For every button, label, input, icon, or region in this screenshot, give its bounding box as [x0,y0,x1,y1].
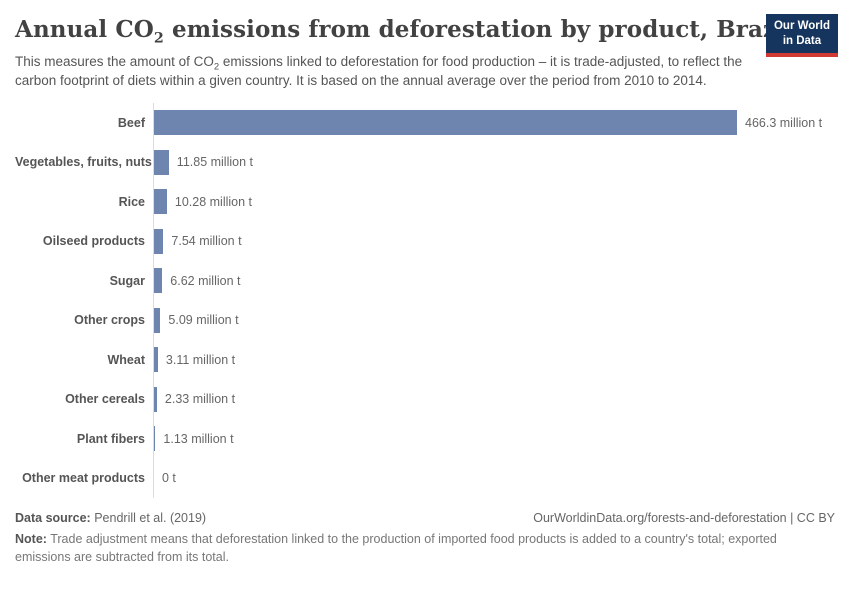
footer-note: Note: Trade adjustment means that defore… [15,531,835,567]
logo-text-line1: Our World [773,20,830,32]
chart-row: Beef 466.3 million t [15,102,835,143]
page-subtitle: This measures the amount of CO2 emission… [15,52,757,90]
chart-row: Vegetables, fruits, nuts 11.85 million t [15,142,835,182]
category-label: Other meat products [22,471,145,486]
owid-logo: Our World in Data [765,14,838,57]
chart-row: Sugar 6.62 million t [15,260,835,301]
footer-link[interactable]: OurWorldinData.org/forests-and-deforesta… [533,510,835,525]
bar-oilseed-products[interactable] [154,228,164,254]
value-label: 0 t [162,471,176,486]
chart-rows: Beef 466.3 million t Vegetables, fruits, n… [15,102,835,498]
value-label: 6.62 million t [170,273,241,288]
chart-row: Other crops 5.09 million t [15,300,835,340]
bar-area: 1.13 million t [153,418,835,459]
bar-other-cereals[interactable] [154,386,157,412]
bar-chart: Beef 466.3 million t Vegetables, fruits, n… [15,102,835,498]
category-label: Beef [117,115,145,130]
bar-wheat[interactable] [154,347,158,373]
bar-area: 10.28 million t [153,181,835,222]
category-label: Oilseed products [42,234,145,249]
data-source-value: Pendrill et al. (2019) [90,510,207,525]
bar-vegetables-fruits-nuts[interactable] [154,149,169,175]
bar-beef[interactable] [154,110,737,136]
chart-row: Other meat products 0 t [15,458,835,498]
bar-area: 7.54 million t [153,221,835,261]
page-title: Annual CO2 emissions from deforestation … [15,16,835,47]
value-label: 3.11 million t [165,352,236,367]
footer-top-row: Data source: Pendrill et al. (2019) OurW… [15,511,835,525]
value-label: 5.09 million t [168,313,239,328]
chart-row: Rice 10.28 million t [15,181,835,222]
value-label: 11.85 million t [176,155,253,170]
bar-plant-fibers[interactable] [154,426,156,452]
bar-area: 6.62 million t [153,260,835,301]
bar-area: 466.3 million t [153,102,835,143]
category-label: Sugar [109,273,145,288]
value-label: 7.54 million t [171,234,242,249]
bar-area: 0 t [153,458,835,498]
category-label: Rice [118,194,145,209]
value-label: 2.33 million t [164,392,236,407]
title-text: Annual CO [15,16,154,43]
category-label: Other cereals [65,392,145,407]
logo-text-line2: in Data [782,34,822,47]
chart-row: Oilseed products 7.54 million t [15,221,835,261]
value-label: 10.28 million t [174,194,253,209]
note-label: Note: [15,531,47,546]
value-label: 1.13 million t [163,431,234,446]
value-label: 466.3 million t [745,115,823,130]
bar-area: 3.11 million t [153,339,835,380]
subtitle-subscript: 2 [213,61,220,73]
title-subscript: 2 [153,30,164,47]
category-label: Other crops [74,313,145,328]
note-text: Trade adjustment means that deforestatio… [15,531,777,564]
bar-rice[interactable] [154,189,167,215]
chart-row: Plant fibers 1.13 million t [15,418,835,459]
bar-area: 2.33 million t [153,379,835,419]
footer: Data source: Pendrill et al. (2019) OurW… [15,511,835,567]
chart-row: Wheat 3.11 million t [15,339,835,380]
data-source-label: Data source: [15,510,91,525]
bar-area: 11.85 million t [153,142,835,182]
chart-row: Other cereals 2.33 million t [15,379,835,419]
data-source: Data source: Pendrill et al. (2019) [15,511,206,525]
subtitle-text: This measures the amount of CO [15,53,214,69]
category-label: Plant fibers [76,431,145,446]
subtitle-text-cont: emissions linked to deforestation for fo… [15,53,743,88]
bar-area: 5.09 million t [153,300,835,340]
title-text-cont: emissions from deforestation by product,… [163,16,794,43]
category-label: Vegetables, fruits, nuts [15,155,152,170]
category-label: Wheat [107,352,146,367]
bar-sugar[interactable] [154,268,163,294]
bar-other-crops[interactable] [154,307,161,333]
